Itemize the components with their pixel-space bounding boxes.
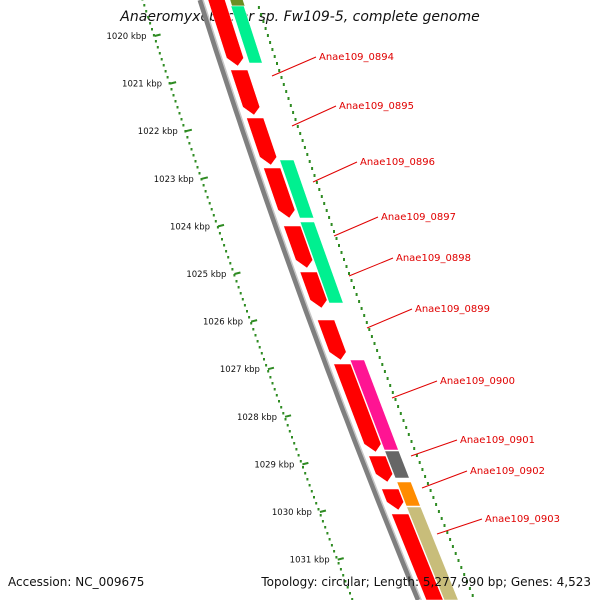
ruler-track: [141, 0, 474, 600]
cds-gene-6: [317, 319, 347, 361]
kbp-tick-label: 1031 kbp: [290, 556, 330, 566]
kbp-tick: [337, 557, 344, 561]
ruler-ticks: 1020 kbp 1021 kbp 1022 kbp 1023 kbp 1024 kbp…: [107, 32, 344, 566]
cds-gene-2: [246, 117, 277, 166]
label-leader-line: [312, 161, 358, 183]
gene-label: Anae109_0898: [396, 253, 471, 264]
cds-gene-5: [299, 271, 328, 309]
kbp-tick: [154, 33, 161, 37]
kbp-tick-label: 1026 kbp: [203, 318, 243, 328]
kbp-tick: [250, 319, 258, 323]
trna-gene: [349, 359, 399, 451]
cds-gene-8: [368, 455, 393, 483]
khaki-gene: [406, 506, 459, 600]
kbp-tick-label: 1028 kbp: [237, 413, 277, 423]
orange-gene: [396, 481, 421, 507]
cds-gene-0: [207, 0, 244, 67]
kbp-tick: [185, 128, 193, 133]
label-leader-line: [366, 308, 413, 329]
gene-labels: Anae109_0894 Anae109_0895 Anae109_0896 Anae…: [271, 52, 560, 535]
kbp-tick-label: 1025 kbp: [186, 270, 226, 280]
backbone-highlight: [202, 0, 422, 600]
kbp-tick: [234, 271, 241, 275]
label-leader-line: [271, 56, 317, 77]
cds-gene-9: [381, 488, 404, 511]
misc-feature-olive: [229, 0, 246, 7]
cds-gene-1: [230, 69, 261, 116]
gene-label: Anae109_0897: [381, 212, 456, 223]
kbp-tick: [169, 81, 177, 85]
kbp-tick: [284, 414, 292, 418]
gene-label: Anae109_0900: [440, 376, 515, 387]
cds-gene-3: [263, 167, 296, 219]
topology-text: Topology: circular; Length: 5,277,990 bp…: [261, 575, 591, 589]
gene-label: Anae109_0899: [415, 304, 490, 315]
kbp-tick: [267, 366, 275, 371]
label-leader-line: [436, 518, 483, 535]
gene-label: Anae109_0896: [360, 157, 435, 168]
label-leader-line: [410, 439, 458, 457]
backbone-line: [197, 0, 421, 600]
feature-track: [207, 0, 459, 600]
accession-text: Accession: NC_009675: [8, 575, 145, 589]
kbp-tick-label: 1024 kbp: [170, 222, 210, 232]
label-leader-line: [421, 470, 468, 489]
cds-gene-7: [333, 363, 382, 453]
cds-gene-4: [283, 225, 313, 269]
gene-label: Anae109_0894: [319, 52, 394, 63]
label-leader-line: [291, 105, 337, 127]
misc-gene: [384, 450, 410, 479]
label-leader-line: [391, 380, 438, 399]
kbp-tick: [201, 176, 209, 180]
kbp-tick-label: 1023 kbp: [154, 175, 194, 185]
gene-label: Anae109_0901: [460, 435, 535, 446]
kbp-tick-label: 1020 kbp: [107, 32, 147, 42]
rrna-gene-c: [299, 221, 344, 304]
gene-label: Anae109_0895: [339, 101, 414, 112]
gene-label: Anae109_0903: [485, 514, 560, 525]
rrna-gene-a: [230, 5, 263, 64]
kbp-tick-label: 1030 kbp: [272, 508, 312, 518]
cds-gene-10: [391, 513, 444, 600]
kbp-tick-label: 1029 kbp: [254, 460, 294, 470]
kbp-tick: [302, 461, 309, 466]
kbp-tick: [217, 223, 225, 228]
label-leader-line: [348, 257, 394, 277]
rrna-gene-b: [279, 159, 315, 219]
label-leader-line: [333, 216, 379, 237]
kbp-tick: [319, 509, 327, 513]
genome-backbone: [197, 0, 422, 600]
kbp-tick-label: 1021 kbp: [122, 80, 162, 90]
kbp-tick-label: 1022 kbp: [138, 127, 178, 137]
gene-label: Anae109_0902: [470, 466, 545, 477]
kbp-tick-label: 1027 kbp: [220, 365, 260, 375]
